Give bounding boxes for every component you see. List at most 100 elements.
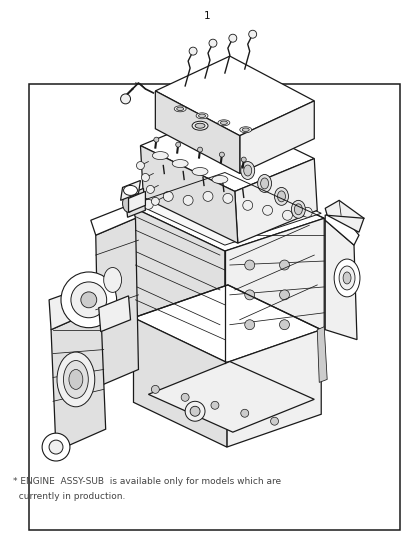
Polygon shape — [155, 91, 239, 173]
Polygon shape — [224, 218, 323, 363]
Circle shape — [244, 320, 254, 330]
Polygon shape — [226, 330, 320, 447]
Circle shape — [185, 401, 204, 421]
Ellipse shape — [294, 204, 301, 215]
Ellipse shape — [103, 267, 121, 292]
Bar — [29, 84, 399, 530]
Circle shape — [151, 385, 159, 393]
Ellipse shape — [57, 352, 95, 407]
Ellipse shape — [192, 167, 207, 175]
Text: * ENGINE  ASSY-SUB  is available only for models which are: * ENGINE ASSY-SUB is available only for … — [13, 477, 281, 486]
Polygon shape — [325, 200, 363, 232]
Text: currently in production.: currently in production. — [13, 492, 126, 501]
Polygon shape — [316, 327, 326, 383]
Circle shape — [146, 186, 154, 193]
Circle shape — [136, 161, 144, 169]
Ellipse shape — [176, 107, 183, 111]
Polygon shape — [128, 206, 224, 363]
Ellipse shape — [274, 187, 288, 206]
Polygon shape — [140, 113, 313, 192]
Circle shape — [241, 157, 246, 162]
Circle shape — [211, 401, 218, 409]
Ellipse shape — [243, 165, 251, 176]
Polygon shape — [325, 220, 356, 339]
Ellipse shape — [172, 160, 188, 167]
Circle shape — [81, 292, 97, 308]
Ellipse shape — [260, 178, 268, 189]
Circle shape — [151, 197, 159, 206]
Polygon shape — [95, 218, 138, 386]
Circle shape — [120, 94, 130, 104]
Circle shape — [242, 200, 252, 210]
Circle shape — [175, 142, 180, 147]
Polygon shape — [98, 296, 130, 331]
Circle shape — [183, 195, 192, 206]
Polygon shape — [140, 146, 237, 243]
Circle shape — [228, 34, 236, 42]
Ellipse shape — [342, 272, 350, 284]
Ellipse shape — [122, 194, 134, 213]
Ellipse shape — [240, 161, 254, 180]
Polygon shape — [128, 168, 320, 245]
Circle shape — [262, 206, 272, 215]
Circle shape — [222, 193, 232, 203]
Ellipse shape — [277, 191, 285, 202]
Polygon shape — [133, 318, 226, 447]
Ellipse shape — [338, 266, 354, 290]
Ellipse shape — [291, 200, 305, 218]
Polygon shape — [90, 206, 135, 235]
Circle shape — [71, 282, 107, 318]
Ellipse shape — [123, 186, 137, 195]
Circle shape — [143, 200, 153, 209]
Circle shape — [190, 406, 199, 416]
Ellipse shape — [333, 259, 359, 297]
Polygon shape — [49, 285, 100, 330]
Ellipse shape — [211, 175, 227, 183]
Polygon shape — [51, 308, 105, 451]
Circle shape — [248, 30, 256, 38]
Circle shape — [141, 173, 149, 181]
Ellipse shape — [174, 106, 186, 112]
Ellipse shape — [257, 174, 271, 193]
Circle shape — [279, 290, 289, 300]
Circle shape — [181, 393, 189, 401]
Polygon shape — [234, 159, 316, 243]
Circle shape — [189, 47, 197, 55]
Polygon shape — [128, 192, 145, 213]
Ellipse shape — [220, 121, 227, 124]
Circle shape — [244, 260, 254, 270]
Circle shape — [244, 290, 254, 300]
Polygon shape — [125, 188, 145, 217]
Circle shape — [282, 210, 292, 220]
Ellipse shape — [195, 123, 204, 128]
Ellipse shape — [198, 114, 205, 117]
Ellipse shape — [192, 121, 207, 130]
Circle shape — [42, 433, 70, 461]
Polygon shape — [155, 56, 313, 136]
Ellipse shape — [63, 360, 88, 398]
Circle shape — [154, 137, 159, 142]
Ellipse shape — [242, 128, 249, 131]
Polygon shape — [128, 173, 323, 251]
Circle shape — [209, 39, 216, 47]
Circle shape — [219, 152, 224, 157]
Polygon shape — [133, 285, 320, 363]
Ellipse shape — [69, 370, 83, 390]
Polygon shape — [148, 362, 313, 432]
Circle shape — [197, 147, 202, 152]
Circle shape — [240, 409, 248, 417]
Circle shape — [270, 417, 278, 425]
Polygon shape — [120, 180, 140, 200]
Circle shape — [61, 272, 116, 328]
Text: 1: 1 — [203, 11, 210, 22]
Polygon shape — [325, 210, 358, 245]
Circle shape — [301, 207, 311, 217]
Ellipse shape — [217, 120, 229, 126]
Polygon shape — [239, 101, 313, 173]
Ellipse shape — [152, 152, 168, 160]
Ellipse shape — [196, 113, 207, 119]
Circle shape — [49, 440, 63, 454]
Circle shape — [279, 320, 289, 330]
Circle shape — [163, 192, 173, 201]
Circle shape — [202, 192, 212, 201]
